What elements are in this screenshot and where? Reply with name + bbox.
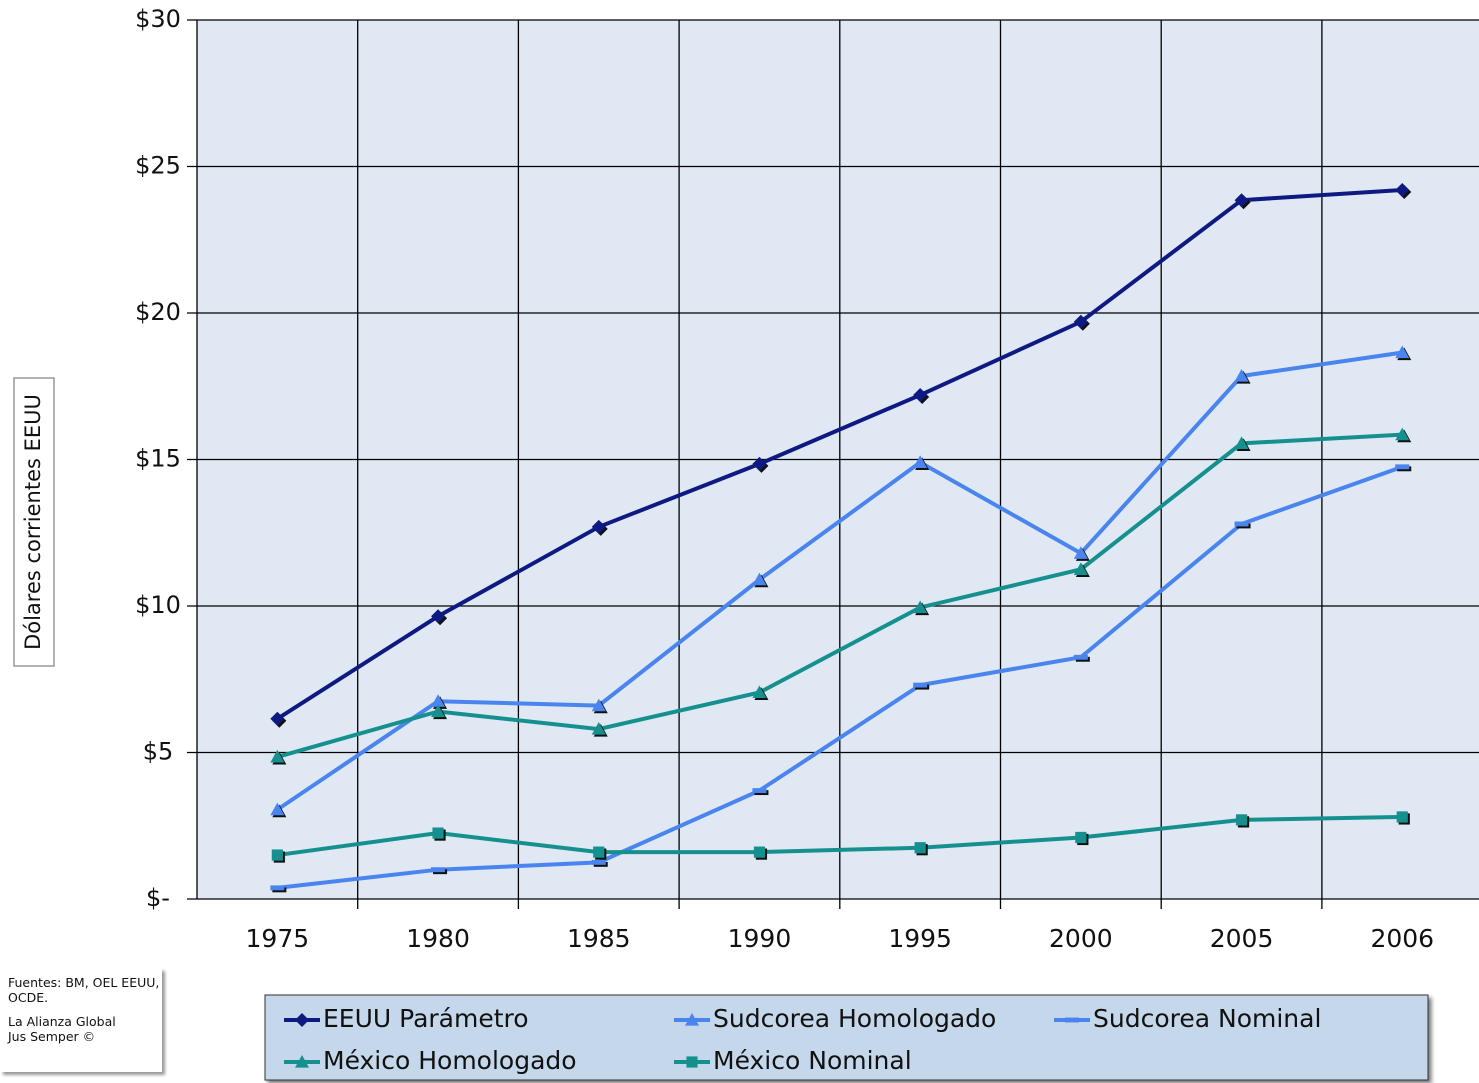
x-tick-label: 1975 [246, 924, 310, 953]
legend-label: EEUU Parámetro [323, 1004, 529, 1033]
marker [270, 885, 285, 891]
legend-box [264, 994, 1429, 1081]
y-tick-label: $15 [135, 445, 181, 473]
legend-marker [1065, 1017, 1079, 1023]
marker [1235, 814, 1248, 826]
x-tick-label: 1985 [567, 924, 631, 953]
marker [1073, 546, 1088, 559]
x-tick-label: 2005 [1210, 924, 1274, 953]
marker [271, 849, 283, 861]
series-line [276, 432, 1403, 759]
marker [752, 456, 767, 471]
marker [1396, 811, 1408, 823]
legend-marker [295, 1013, 309, 1027]
marker [1395, 427, 1410, 441]
legend-label: Sudcorea Homologado [713, 1004, 996, 1033]
series-line [277, 814, 1403, 858]
y-label-box [13, 377, 55, 667]
marker [914, 842, 926, 854]
legend-marker [295, 1055, 309, 1068]
marker [753, 846, 766, 858]
marker [591, 722, 606, 735]
x-tick-label: 2006 [1370, 924, 1434, 953]
marker [752, 788, 767, 794]
note: Fuentes: BM, OEL EEUU, OCDE. [8, 975, 160, 1005]
marker [431, 694, 446, 707]
marker [1234, 436, 1249, 449]
marker [1073, 314, 1088, 329]
marker [1395, 345, 1410, 359]
marker [1395, 182, 1410, 197]
y-tick-label: $- [146, 884, 170, 912]
series-line [277, 464, 1403, 890]
y-tick-label: $5 [143, 738, 174, 766]
y-tick-label: $10 [135, 591, 181, 619]
x-tick-label: 1980 [406, 924, 470, 953]
note: La Alianza Global Jus Semper © [8, 1014, 116, 1044]
series-line [276, 350, 1403, 812]
y-tick-label: $25 [135, 152, 181, 180]
marker [591, 698, 606, 712]
marker [270, 802, 285, 816]
marker [431, 609, 446, 624]
marker [752, 685, 767, 699]
series-line [276, 187, 1403, 721]
marker [1073, 562, 1088, 575]
marker [913, 455, 928, 469]
marker [270, 749, 285, 763]
y-axis-label: Dólares corrientes EEUU [21, 394, 45, 650]
x-tick-label: 1995 [888, 924, 952, 953]
notes-box [0, 968, 162, 1072]
marker [1234, 193, 1249, 208]
marker [913, 600, 928, 614]
marker [591, 859, 606, 865]
marker [752, 572, 767, 586]
legend-marker [686, 1056, 698, 1068]
y-tick-label: $30 [135, 5, 181, 33]
marker [913, 682, 928, 688]
marker [1234, 368, 1249, 382]
marker [431, 867, 446, 873]
marker [913, 388, 928, 403]
x-tick-label: 1990 [728, 924, 792, 953]
marker [1234, 521, 1249, 527]
legend-label: Sudcorea Nominal [1093, 1004, 1321, 1033]
x-tick-label: 2000 [1049, 924, 1113, 953]
marker [270, 711, 285, 726]
marker [591, 519, 606, 534]
marker [593, 846, 605, 858]
marker [431, 704, 446, 718]
y-tick-label: $20 [135, 298, 181, 326]
legend-label: México Homologado [323, 1046, 577, 1075]
marker [432, 827, 444, 839]
legend-marker [685, 1013, 699, 1026]
marker [1073, 654, 1088, 660]
legend-label: México Nominal [713, 1046, 912, 1075]
marker [1075, 831, 1087, 844]
marker [1395, 464, 1410, 470]
